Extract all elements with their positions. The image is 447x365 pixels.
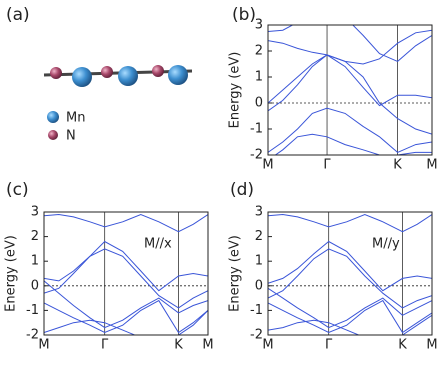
- annotation: M//y: [372, 237, 400, 252]
- band: [268, 299, 432, 334]
- y-tick-label: -1: [250, 122, 263, 137]
- band: [268, 54, 432, 107]
- x-tick-label: M: [426, 338, 437, 353]
- y-tick-label: -2: [250, 328, 263, 343]
- x-tick-label: Γ: [101, 338, 109, 353]
- band: [44, 280, 208, 329]
- y-tick-label: 1: [255, 70, 263, 85]
- annotation: M//x: [144, 237, 172, 252]
- y-tick-label: 3: [255, 205, 263, 220]
- x-tick-label: M: [202, 338, 213, 353]
- y-tick-label: 0: [255, 278, 263, 293]
- legend-label: Mn: [66, 111, 85, 126]
- panel-label: (b): [232, 5, 256, 25]
- x-tick-label: M: [262, 338, 273, 353]
- x-tick-label: Γ: [325, 338, 333, 353]
- x-tick-label: K: [393, 158, 402, 173]
- y-tick-label: 1: [31, 254, 39, 269]
- y-tick-label: 2: [31, 229, 39, 244]
- band: [268, 25, 432, 62]
- x-tick-label: M: [426, 158, 437, 173]
- legend-swatch: [47, 111, 59, 123]
- y-tick-label: 2: [255, 229, 263, 244]
- band: [44, 299, 208, 334]
- band: [44, 213, 208, 233]
- band: [268, 213, 432, 233]
- band: [274, 133, 432, 155]
- band: [268, 314, 432, 335]
- y-tick-label: 0: [255, 96, 263, 111]
- x-tick-label: M: [262, 158, 273, 173]
- panel-label: (c): [6, 180, 29, 200]
- band: [44, 248, 208, 309]
- band: [268, 107, 432, 153]
- band: [268, 54, 432, 135]
- y-axis-label: Energy (eV): [4, 235, 19, 312]
- band: [44, 310, 208, 335]
- band: [268, 29, 432, 65]
- structure: [43, 65, 193, 87]
- y-axis-label: Energy (eV): [228, 235, 243, 312]
- panel-label: (d): [230, 180, 254, 200]
- y-tick-label: -1: [250, 303, 263, 318]
- y-tick-label: 1: [255, 254, 263, 269]
- band: [268, 248, 432, 309]
- panel-label: (a): [6, 5, 30, 25]
- y-tick-label: -2: [26, 328, 39, 343]
- y-tick-label: 0: [31, 278, 39, 293]
- y-tick-label: 3: [255, 18, 263, 33]
- legend-swatch: [48, 130, 58, 140]
- band: [44, 240, 208, 292]
- x-tick-label: K: [174, 338, 183, 353]
- x-tick-label: Γ: [323, 158, 331, 173]
- plot-frame: [267, 24, 433, 156]
- y-tick-label: -2: [250, 148, 263, 163]
- legend-label: N: [66, 129, 76, 144]
- y-tick-label: 3: [31, 205, 39, 220]
- x-tick-label: M: [38, 338, 49, 353]
- plot-frame: [267, 211, 433, 336]
- band: [268, 240, 432, 292]
- plot-frame: [43, 211, 209, 336]
- band: [268, 287, 432, 329]
- y-axis-label: Energy (eV): [228, 52, 243, 129]
- y-tick-label: 2: [255, 44, 263, 59]
- x-tick-label: K: [398, 338, 407, 353]
- y-tick-label: -1: [26, 303, 39, 318]
